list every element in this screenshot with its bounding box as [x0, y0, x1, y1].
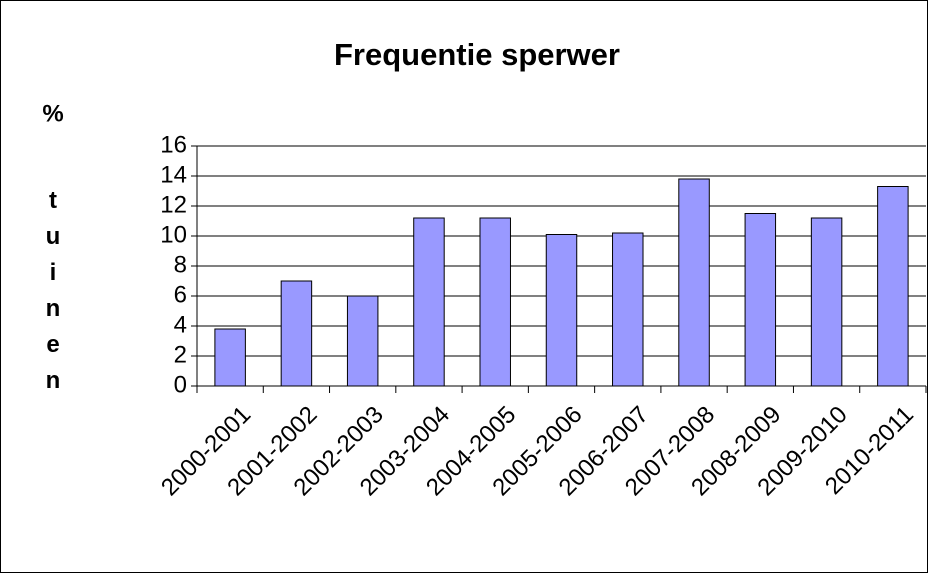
y-tick-label: 8	[174, 251, 187, 278]
y-tick-label: 14	[160, 161, 187, 188]
bar	[612, 232, 644, 387]
y-tick-label: 12	[160, 191, 187, 218]
y-axis-unit: %	[42, 100, 63, 127]
y-tick-label: 10	[160, 221, 187, 248]
bar	[214, 328, 246, 387]
bar	[810, 217, 843, 387]
y-tick-label: 0	[174, 371, 187, 398]
bar	[479, 217, 511, 387]
y-tick-label: 6	[174, 281, 187, 308]
y-tick-label: 2	[174, 341, 187, 368]
y-tick-label: 16	[160, 131, 187, 158]
bar	[877, 186, 909, 387]
chart-title: Frequentie sperwer	[334, 37, 620, 72]
bar	[744, 213, 777, 387]
bar	[678, 178, 710, 387]
bar	[545, 234, 578, 387]
bar	[280, 280, 313, 387]
y-tick-label: 4	[174, 311, 187, 338]
bar	[413, 217, 445, 387]
bar	[346, 295, 379, 387]
